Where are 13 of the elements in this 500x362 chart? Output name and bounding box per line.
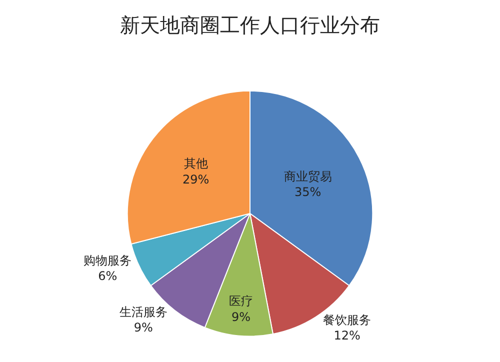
slice-label: 其他: [184, 156, 208, 171]
data-label: 9%: [134, 320, 153, 334]
data-label: 6%: [98, 269, 118, 284]
slice-label: 购物服务: [84, 254, 132, 268]
slice-label: 医疗: [228, 294, 253, 308]
data-label: 35%: [294, 184, 322, 199]
slice-label: 餐饮服务: [323, 312, 372, 327]
slice-label: 商业贸易: [284, 169, 332, 184]
chart-title: 新天地商圈工作人口行业分布: [120, 13, 380, 38]
data-label: 9%: [231, 310, 250, 324]
data-label: 12%: [334, 328, 360, 342]
slice-label: 生活服务: [119, 304, 168, 319]
data-label: 29%: [182, 172, 210, 186]
